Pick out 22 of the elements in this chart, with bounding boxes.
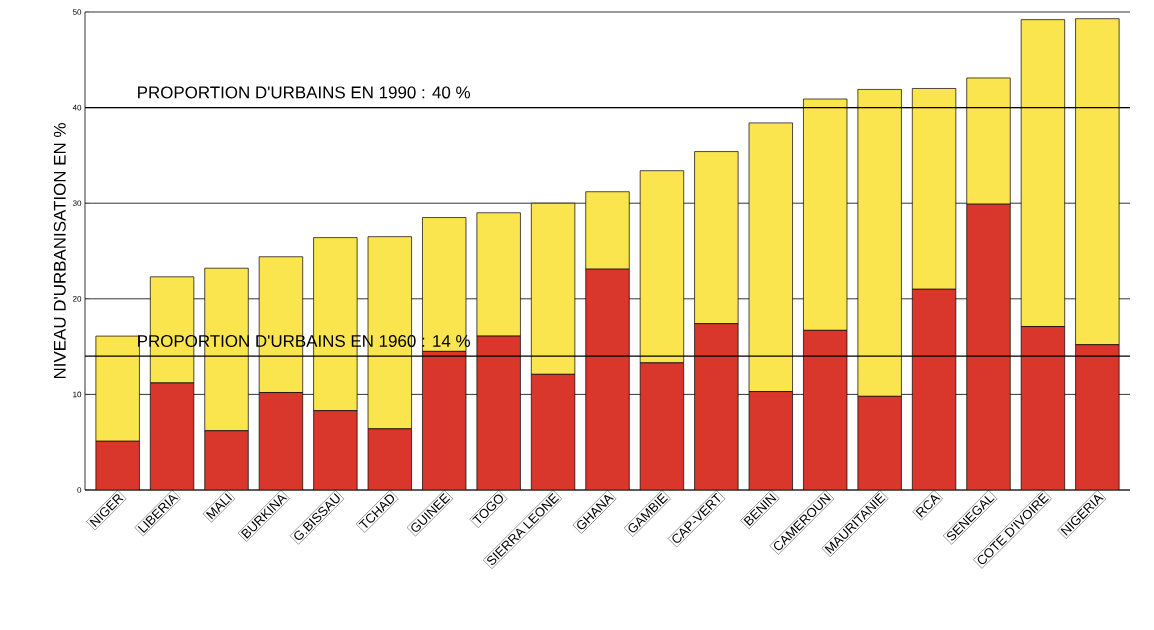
bar (476, 336, 521, 490)
bar (640, 362, 684, 490)
bar (966, 204, 1011, 490)
bar (422, 351, 466, 490)
bar (259, 392, 303, 490)
bar (694, 323, 739, 490)
bar (857, 396, 902, 490)
bar (1021, 326, 1065, 490)
ref-line-label: PROPORTION D'URBAINS EN 1990 : 40 % (138, 86, 470, 99)
bar (476, 212, 521, 337)
bar (368, 428, 412, 490)
bar (803, 330, 847, 490)
bar (204, 430, 249, 490)
bar (749, 391, 793, 490)
bar (95, 441, 140, 490)
bar (531, 374, 575, 490)
y-axis-title: NIVEAU D'URBANISATION EN % (53, 123, 66, 379)
bar (313, 410, 358, 490)
bar (150, 382, 194, 490)
bar (585, 269, 630, 490)
bar (1075, 344, 1120, 490)
bar (912, 289, 956, 490)
